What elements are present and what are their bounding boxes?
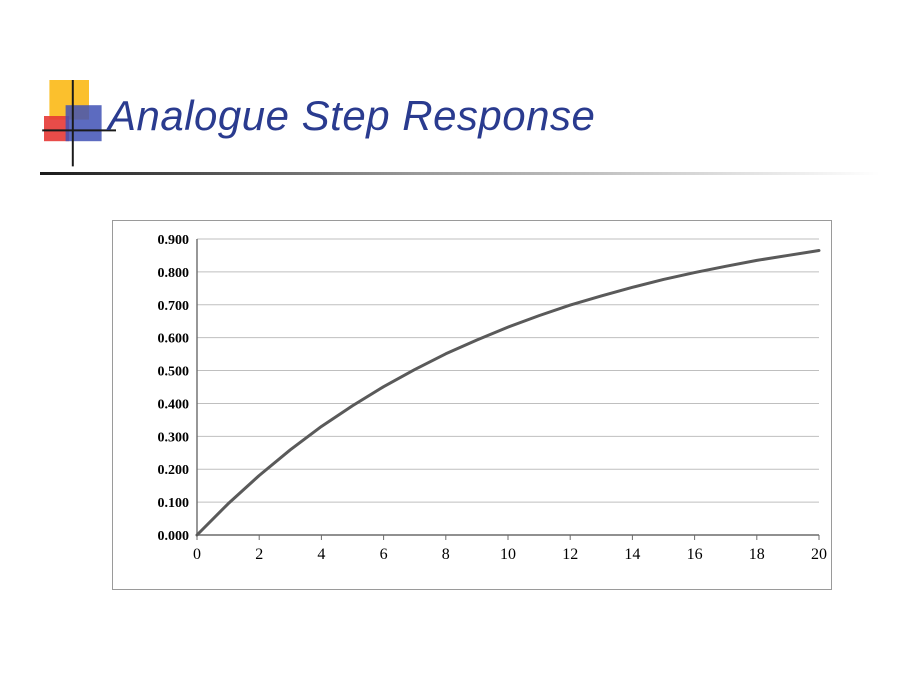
xtick-label: 20 <box>811 546 827 563</box>
ytick-label: 0.500 <box>158 365 190 380</box>
line-chart: 0.000 0.100 0.200 0.300 0.400 0.500 0.600 0.700… <box>113 221 833 591</box>
ytick-label: 0.600 <box>158 332 190 347</box>
xtick-label: 14 <box>624 546 640 563</box>
xtick-label: 4 <box>317 546 325 563</box>
xtick-label: 16 <box>687 546 703 563</box>
xtick-label: 10 <box>500 546 516 563</box>
chart-container: 0.000 0.100 0.200 0.300 0.400 0.500 0.600 0.700… <box>112 220 832 590</box>
xtick-label: 0 <box>193 546 201 563</box>
ytick-label: 0.100 <box>158 496 190 511</box>
ytick-label: 0.000 <box>158 529 190 544</box>
ytick-label: 0.900 <box>158 233 190 248</box>
xtick-label: 12 <box>562 546 578 563</box>
ytick-label: 0.400 <box>158 397 190 412</box>
xtick-label: 6 <box>380 546 388 563</box>
divider-rule <box>40 172 880 175</box>
series-line <box>197 251 819 535</box>
xtick-label: 8 <box>442 546 450 563</box>
ytick-label: 0.200 <box>158 463 190 478</box>
page-title: Analogue Step Response <box>108 92 595 140</box>
xtick-label: 2 <box>255 546 263 563</box>
ytick-label: 0.300 <box>158 430 190 445</box>
ytick-label: 0.700 <box>158 299 190 314</box>
xtick-label: 18 <box>749 546 765 563</box>
slide-header: Analogue Step Response <box>0 0 920 180</box>
ytick-label: 0.800 <box>158 266 190 281</box>
